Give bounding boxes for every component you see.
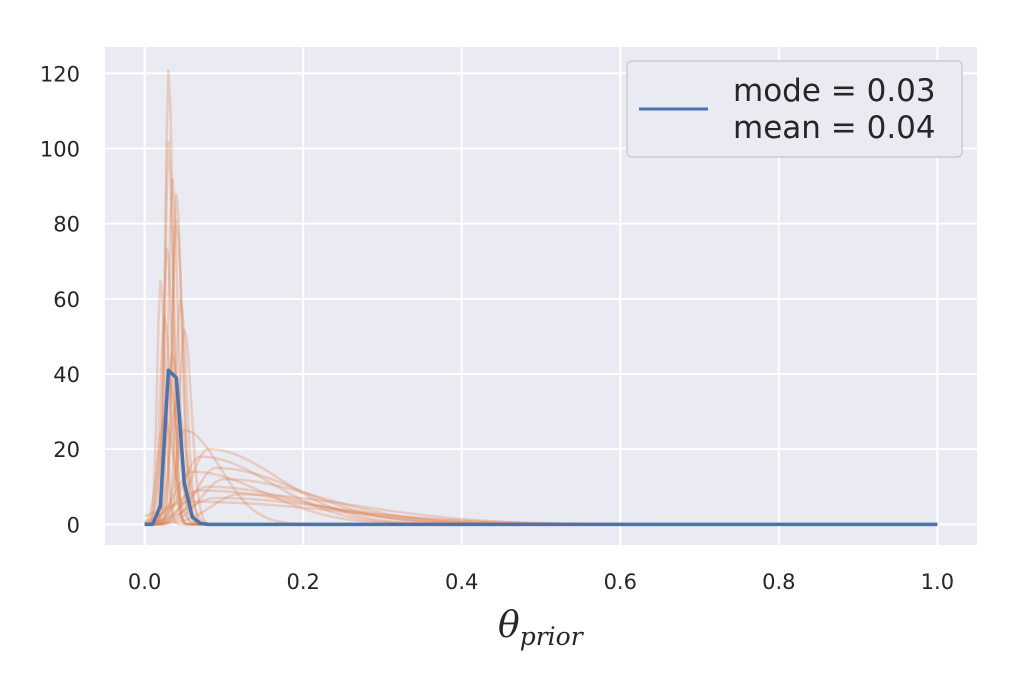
y-tick-label: 40 <box>53 363 80 387</box>
y-tick-label: 0 <box>67 513 80 537</box>
x-axis-title: θprior <box>498 605 585 651</box>
y-tick-label: 80 <box>53 213 80 237</box>
legend: mode = 0.03 mean = 0.04 <box>626 60 963 158</box>
x-tick-label: 0.8 <box>762 570 795 594</box>
legend-label-line2: mean = 0.04 <box>733 110 936 146</box>
legend-box <box>626 60 963 158</box>
mean-series-line <box>144 368 938 527</box>
x-tick-label: 1.0 <box>921 570 954 594</box>
x-tick-label: 0.0 <box>128 570 161 594</box>
y-tick-label: 100 <box>40 137 80 161</box>
y-tick-label: 120 <box>40 62 80 86</box>
x-axis-ticks: 0.0 0.2 0.4 0.6 0.8 1.0 <box>128 570 954 594</box>
x-axis-title-sub: prior <box>520 622 585 651</box>
legend-label-line1: mode = 0.03 <box>733 73 936 109</box>
x-tick-label: 0.6 <box>604 570 637 594</box>
mean-series <box>144 368 938 527</box>
y-tick-label: 20 <box>53 438 80 462</box>
x-axis-title-main: θ <box>498 605 520 646</box>
y-axis-ticks: 0 20 40 60 80 100 120 <box>40 62 80 537</box>
x-tick-label: 0.2 <box>286 570 319 594</box>
x-tick-label: 0.4 <box>445 570 478 594</box>
y-tick-label: 60 <box>53 288 80 312</box>
